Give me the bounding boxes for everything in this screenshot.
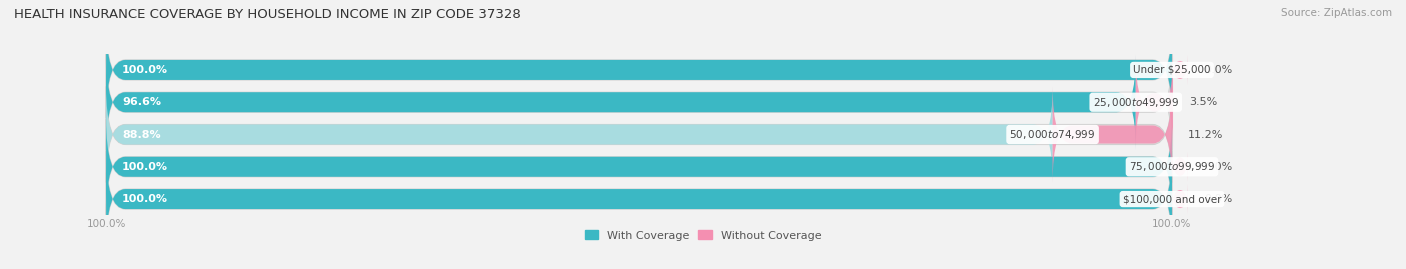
FancyBboxPatch shape xyxy=(105,86,1173,183)
Text: $100,000 and over: $100,000 and over xyxy=(1123,194,1222,204)
FancyBboxPatch shape xyxy=(105,119,1173,215)
Text: 100.0%: 100.0% xyxy=(122,65,169,75)
FancyBboxPatch shape xyxy=(105,86,1053,183)
Text: 11.2%: 11.2% xyxy=(1188,129,1223,140)
Text: $25,000 to $49,999: $25,000 to $49,999 xyxy=(1092,96,1178,109)
FancyBboxPatch shape xyxy=(1136,55,1173,150)
FancyBboxPatch shape xyxy=(105,54,1136,150)
Text: Under $25,000: Under $25,000 xyxy=(1133,65,1211,75)
Text: 100.0%: 100.0% xyxy=(122,194,169,204)
FancyBboxPatch shape xyxy=(105,22,1173,118)
FancyBboxPatch shape xyxy=(105,151,1173,247)
Text: 3.5%: 3.5% xyxy=(1189,97,1218,107)
Text: $75,000 to $99,999: $75,000 to $99,999 xyxy=(1129,160,1215,173)
Text: 88.8%: 88.8% xyxy=(122,129,160,140)
FancyBboxPatch shape xyxy=(1173,184,1188,214)
FancyBboxPatch shape xyxy=(105,54,1173,150)
Text: HEALTH INSURANCE COVERAGE BY HOUSEHOLD INCOME IN ZIP CODE 37328: HEALTH INSURANCE COVERAGE BY HOUSEHOLD I… xyxy=(14,8,520,21)
FancyBboxPatch shape xyxy=(1053,86,1173,183)
FancyBboxPatch shape xyxy=(1173,55,1188,85)
Text: Source: ZipAtlas.com: Source: ZipAtlas.com xyxy=(1281,8,1392,18)
Text: 100.0%: 100.0% xyxy=(122,162,169,172)
Text: 0.0%: 0.0% xyxy=(1204,194,1232,204)
Text: $50,000 to $74,999: $50,000 to $74,999 xyxy=(1010,128,1095,141)
Legend: With Coverage, Without Coverage: With Coverage, Without Coverage xyxy=(581,226,825,245)
FancyBboxPatch shape xyxy=(105,151,1173,247)
Text: 0.0%: 0.0% xyxy=(1204,65,1232,75)
FancyBboxPatch shape xyxy=(1173,152,1188,182)
FancyBboxPatch shape xyxy=(105,119,1173,215)
Text: 96.6%: 96.6% xyxy=(122,97,162,107)
Text: 0.0%: 0.0% xyxy=(1204,162,1232,172)
FancyBboxPatch shape xyxy=(105,22,1173,118)
